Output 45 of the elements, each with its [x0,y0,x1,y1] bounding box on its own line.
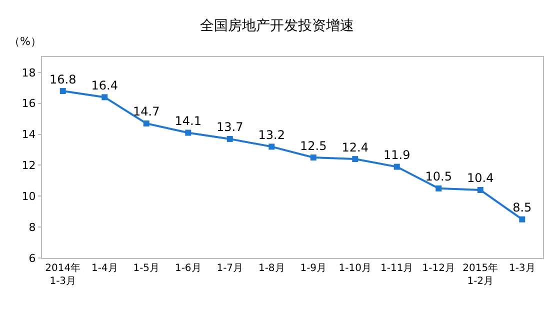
x-tick-label: 1-10月 [338,263,372,274]
point [268,144,275,150]
data-label: 16.4 [91,78,118,92]
x-tick-label: 2015年 1-2月 [462,262,498,287]
point [185,130,192,136]
point [60,88,66,94]
point [436,185,442,192]
data-label: 16.8 [50,72,76,86]
y-tick-label: 18 [22,66,36,80]
x-tick-label: 1-11月 [380,263,414,274]
point [226,136,233,142]
x-tick-label: 1-4月 [91,263,118,274]
point [477,186,484,193]
x-tick-label: 1-6月 [174,263,202,274]
data-label: 10.5 [425,170,452,184]
y-tick-label: 14 [22,128,36,142]
data-label: 11.9 [384,148,410,162]
y-axis-title: （%） [9,35,42,48]
data-label: 8.5 [512,200,532,215]
y-tick-label: 16 [22,97,36,110]
point [143,120,150,126]
point [394,164,400,170]
data-label: 12.5 [300,138,327,153]
point [519,216,526,222]
x-tick-label: 1-9月 [300,263,327,274]
x-tick-label: 1-8月 [258,263,285,274]
y-tick-label: 6 [28,252,36,265]
y-tick-label: 8 [28,220,36,234]
point [310,154,316,160]
x-tick-label: 1-3月 [508,263,536,274]
x-tick-label: 1-7月 [216,263,244,274]
chart-title: 全国房地产开发投资增速 [200,18,354,34]
data-label: 10.4 [467,171,494,186]
point [352,156,358,162]
data-label: 14.1 [174,114,202,128]
data-label: 12.4 [342,140,368,154]
x-tick-label: 2014年 1-3月 [45,262,81,287]
data-label: 14.7 [133,104,160,119]
x-tick-label: 1-5月 [133,263,160,274]
point [102,94,108,100]
y-tick-label: 12 [22,159,36,172]
data-label: 13.7 [216,120,244,134]
y-tick-label: 10 [22,190,36,203]
x-tick-label: 1-12月 [422,263,455,274]
data-label: 13.2 [258,128,285,142]
